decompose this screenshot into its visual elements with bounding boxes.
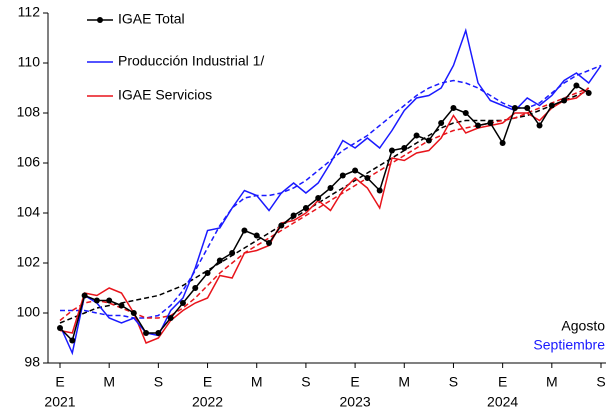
- series-line: [59, 84, 590, 342]
- point: [69, 337, 76, 344]
- legend-label: Producción Industrial 1/: [118, 53, 264, 69]
- point: [93, 297, 100, 304]
- point: [106, 297, 113, 304]
- point: [536, 122, 543, 129]
- point: [179, 300, 186, 306]
- point: [462, 110, 469, 116]
- y-tick-label: 112: [18, 4, 41, 20]
- trend-line: [60, 64, 602, 319]
- x-tick-label: S: [449, 374, 458, 390]
- point: [241, 227, 248, 234]
- x-tick-label: E: [55, 374, 64, 390]
- point: [573, 82, 580, 89]
- point: [450, 105, 457, 111]
- x-tick-label: E: [498, 374, 507, 390]
- y-tick-label: 110: [18, 54, 41, 70]
- point: [548, 102, 555, 109]
- point: [561, 97, 568, 104]
- y-tick-label: 108: [17, 104, 41, 120]
- point: [192, 285, 199, 291]
- trend-line: [59, 87, 589, 322]
- point: [81, 292, 88, 299]
- point: [143, 330, 150, 336]
- point: [315, 195, 322, 201]
- y-tick-label: 98: [24, 354, 40, 370]
- x-tick-label: M: [398, 374, 410, 390]
- x-tick-label: M: [103, 374, 115, 390]
- x-tick-label: S: [154, 374, 163, 390]
- point: [487, 120, 494, 126]
- point: [155, 330, 162, 336]
- point: [585, 90, 592, 96]
- point: [401, 145, 408, 151]
- point: [204, 270, 211, 276]
- x-tick-label: M: [546, 374, 558, 390]
- point: [130, 310, 137, 316]
- point: [388, 147, 395, 154]
- y-tick-label: 104: [17, 204, 41, 220]
- point: [352, 167, 359, 174]
- point: [118, 302, 125, 309]
- year-label: 2023: [340, 394, 371, 410]
- point: [511, 105, 518, 111]
- point: [364, 175, 371, 181]
- point: [524, 105, 531, 111]
- point: [475, 122, 482, 129]
- series-line: [59, 27, 602, 356]
- point: [339, 172, 346, 179]
- y-tick-label: 106: [17, 154, 41, 170]
- point: [57, 325, 63, 331]
- legend-label: IGAE Servicios: [118, 87, 212, 103]
- series-line: [59, 87, 590, 344]
- point: [499, 140, 506, 146]
- point: [216, 257, 223, 264]
- year-label: 2022: [192, 394, 223, 410]
- point: [327, 185, 334, 191]
- legend-label: IGAE Total: [118, 11, 185, 27]
- point: [253, 232, 260, 239]
- legend-marker: [97, 17, 103, 23]
- point: [376, 187, 383, 194]
- x-tick-label: M: [251, 374, 263, 390]
- y-tick-label: 102: [17, 254, 41, 270]
- y-tick-label: 100: [17, 304, 41, 320]
- year-label: 2021: [44, 394, 75, 410]
- year-label: 2024: [487, 394, 518, 410]
- point: [413, 132, 420, 139]
- x-tick-label: E: [203, 374, 212, 390]
- x-tick-label: E: [350, 374, 359, 390]
- point: [229, 250, 236, 256]
- point: [290, 212, 297, 219]
- point: [167, 315, 174, 321]
- annotation: Agosto: [561, 318, 605, 334]
- point: [438, 120, 445, 126]
- x-tick-label: S: [301, 374, 310, 390]
- annotation: Septiembre: [533, 337, 605, 353]
- x-tick-label: S: [596, 374, 605, 390]
- point: [266, 240, 273, 246]
- point: [425, 137, 432, 144]
- point: [302, 205, 309, 211]
- point: [278, 222, 285, 229]
